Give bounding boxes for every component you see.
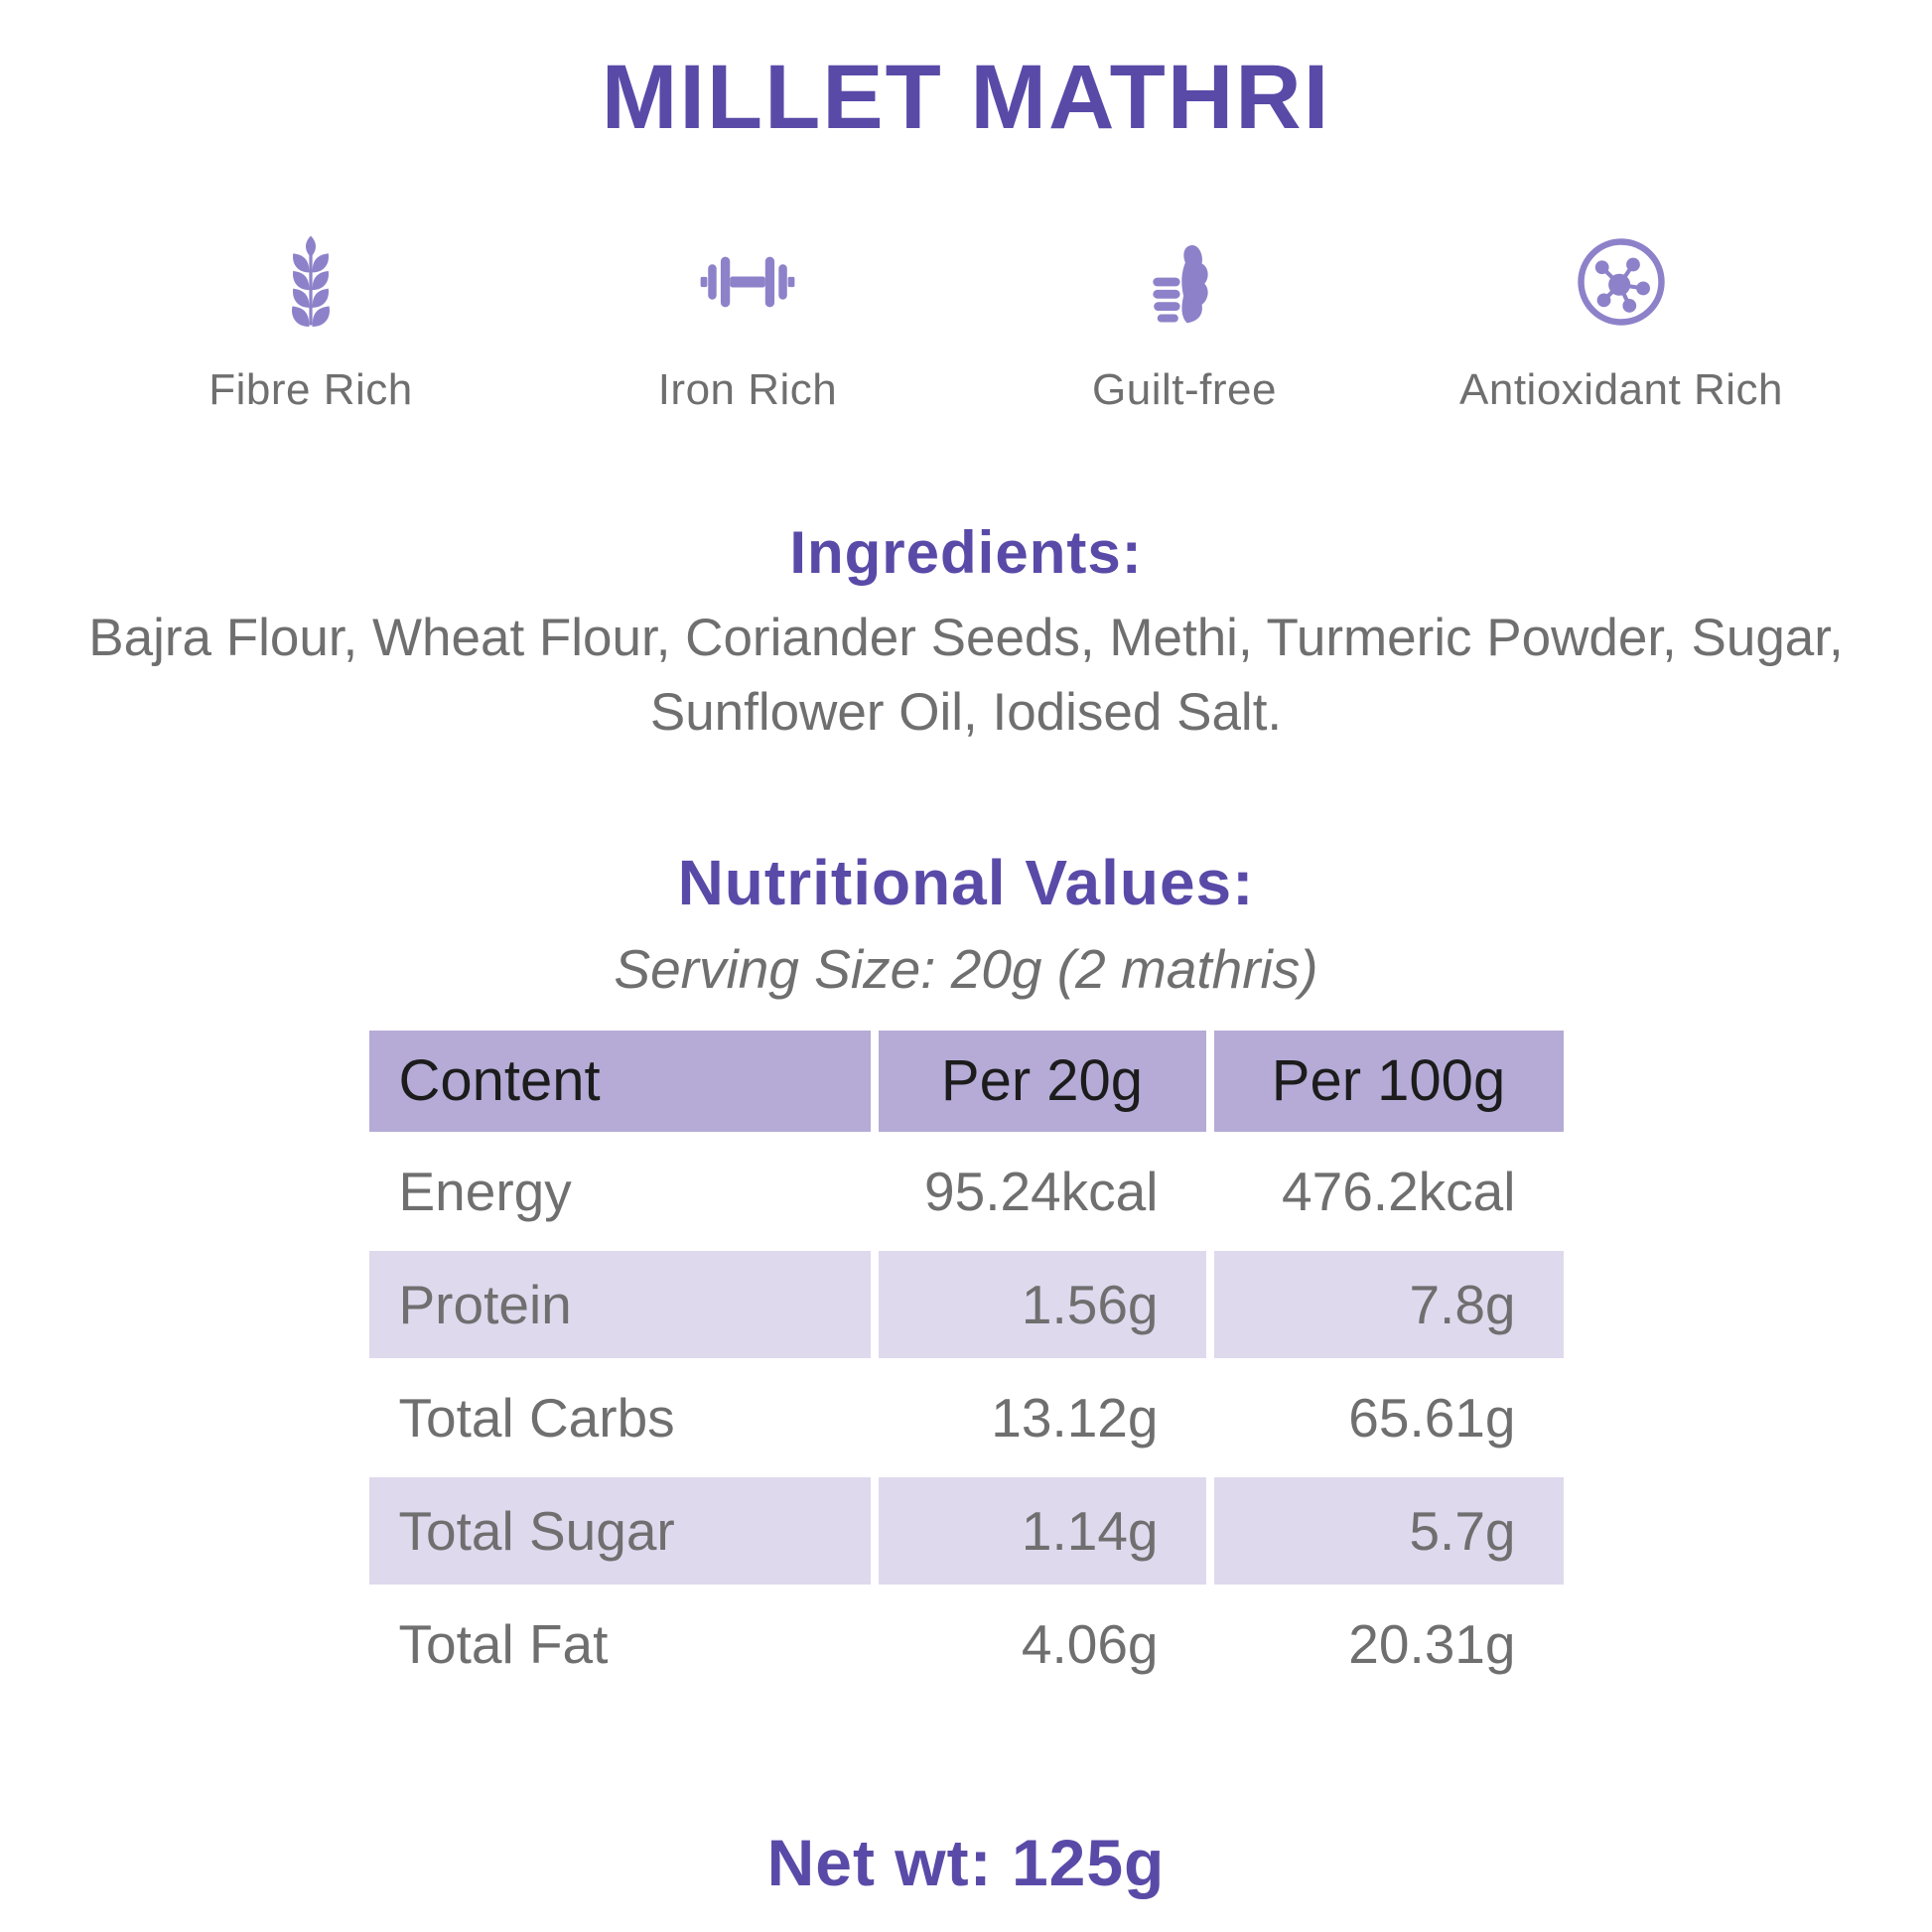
feature-guilt-free: Guilt-free bbox=[966, 234, 1403, 415]
feature-label: Fibre Rich bbox=[208, 365, 413, 414]
table-row-protein: Protein 1.56g 7.8g bbox=[368, 1250, 1564, 1358]
row-per100-value: 7.8g bbox=[1213, 1250, 1564, 1358]
serving-size: Serving Size: 20g (2 mathris) bbox=[614, 937, 1318, 1000]
ingredients-heading: Ingredients: bbox=[789, 519, 1143, 586]
feature-antioxidant-rich: Antioxidant Rich bbox=[1403, 234, 1840, 415]
column-header-content: Content bbox=[368, 1030, 871, 1132]
table-header-row: Content Per 20g Per 100g bbox=[368, 1030, 1564, 1132]
column-header-per20g: Per 20g bbox=[878, 1030, 1206, 1132]
row-label: Total Carbs bbox=[398, 1386, 675, 1449]
row-label: Total Fat bbox=[398, 1612, 609, 1675]
feature-label: Iron Rich bbox=[657, 365, 838, 414]
row-per100-value: 65.61g bbox=[1348, 1386, 1516, 1449]
page-title: MILLET MATHRI bbox=[601, 47, 1331, 148]
feature-iron-rich: Iron Rich bbox=[529, 234, 966, 415]
row-per100-value: 20.31g bbox=[1348, 1612, 1516, 1675]
net-weight: Net wt: 125g bbox=[766, 1825, 1166, 1899]
feature-label: Guilt-free bbox=[1092, 365, 1277, 414]
row-per100-value: 5.7g bbox=[1213, 1476, 1564, 1585]
row-per20-value: 95.24kcal bbox=[924, 1160, 1159, 1222]
row-label: Protein bbox=[368, 1250, 871, 1358]
column-header-per100g: Per 100g bbox=[1213, 1030, 1564, 1132]
thumbs-up-icon bbox=[966, 234, 1403, 330]
nutritional-values-heading: Nutritional Values: bbox=[677, 846, 1255, 918]
ingredients-list: Bajra Flour, Wheat Flour, Coriander Seed… bbox=[88, 609, 1844, 743]
row-per20-value: 13.12g bbox=[991, 1386, 1159, 1449]
nutrition-table: Content Per 20g Per 100g Energy 95.24kca… bbox=[361, 1025, 1572, 1704]
row-per20-value: 4.06g bbox=[1021, 1612, 1159, 1675]
row-label: Energy bbox=[398, 1160, 572, 1222]
table-row-total-sugar: Total Sugar 1.14g 5.7g bbox=[368, 1476, 1564, 1585]
feature-badges-row: Fibre Rich Iron Rich bbox=[92, 234, 1840, 415]
row-per20-value: 1.14g bbox=[878, 1476, 1206, 1585]
dumbbell-icon bbox=[529, 234, 966, 330]
row-per100-value: 476.2kcal bbox=[1282, 1160, 1516, 1222]
table-row-total-fat: Total Fat 4.06g 20.31g bbox=[369, 1590, 1564, 1698]
feature-fibre-rich: Fibre Rich bbox=[92, 234, 529, 415]
table-row-energy: Energy 95.24kcal 476.2kcal bbox=[369, 1138, 1564, 1245]
table-row-total-carbs: Total Carbs 13.12g 65.61g bbox=[369, 1364, 1564, 1471]
molecule-icon bbox=[1403, 234, 1840, 330]
row-per20-value: 1.56g bbox=[878, 1250, 1206, 1358]
row-label: Total Sugar bbox=[368, 1476, 871, 1585]
wheat-icon bbox=[92, 234, 529, 330]
feature-label: Antioxidant Rich bbox=[1459, 365, 1783, 414]
